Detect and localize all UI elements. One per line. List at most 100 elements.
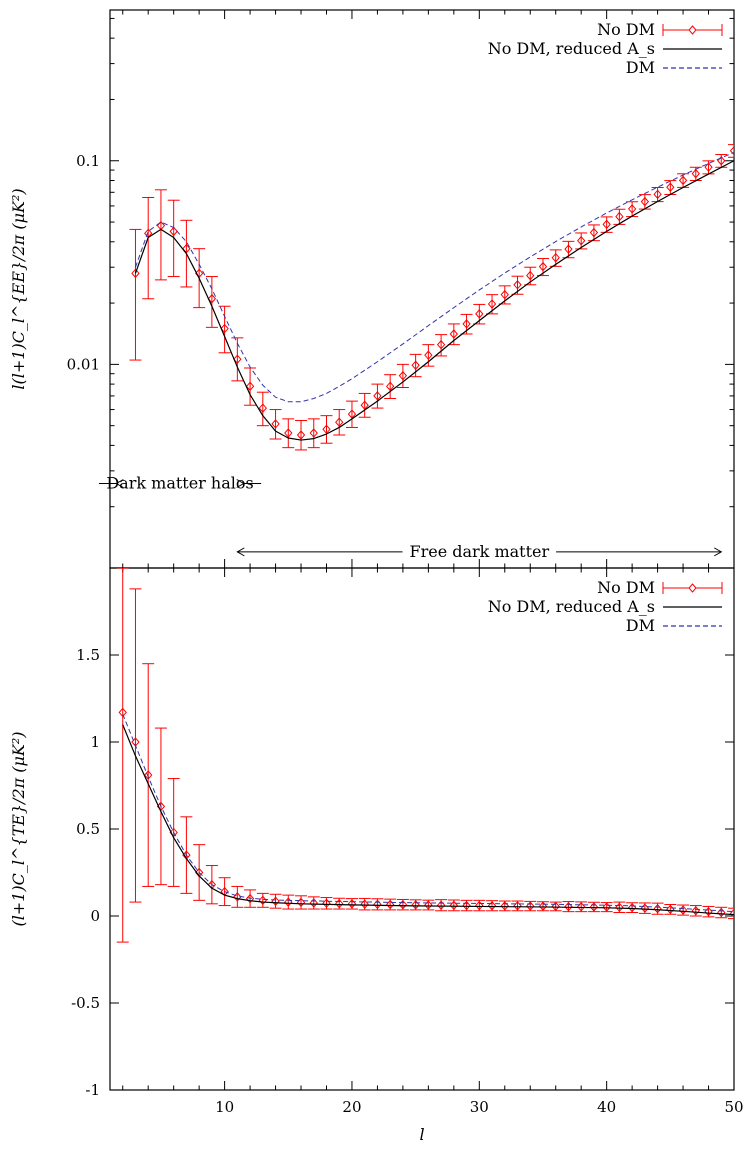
data-point-diamond: [360, 899, 369, 909]
data-point-diamond: [577, 902, 586, 912]
data-point-diamond: [475, 309, 484, 319]
data-point-diamond: [169, 226, 178, 237]
arrow-head: [236, 547, 245, 557]
legend-label: No DM, reduced A_s: [488, 39, 655, 58]
data-point-diamond: [487, 900, 497, 911]
arrow-head: [714, 547, 723, 557]
legend-label: DM: [626, 616, 655, 635]
data-point-diamond: [258, 403, 267, 413]
data-point-diamond: [233, 354, 242, 364]
y-tick-label: 1: [90, 733, 100, 751]
plot-area: [129, 144, 734, 451]
data-point-diamond: [538, 261, 548, 272]
data-point-diamond: [564, 901, 573, 912]
data-point-diamond: [144, 770, 153, 780]
data-point-diamond: [284, 428, 293, 438]
legend-label: DM: [626, 58, 655, 77]
data-point-diamond: [538, 901, 548, 912]
data-point-diamond: [500, 901, 509, 911]
y-tick-label: 1.5: [76, 646, 100, 664]
y-tick-label: 0.01: [67, 355, 100, 373]
y-tick-label: 0: [90, 907, 100, 925]
data-point-diamond: [245, 381, 255, 392]
data-point-diamond: [449, 329, 459, 339]
data-point-diamond: [462, 319, 471, 329]
legend-label: No DM: [597, 20, 655, 39]
x-axis-label: l: [419, 1125, 424, 1144]
legend-swatch-diamond: [688, 25, 697, 35]
series-line-dashed: [134, 151, 734, 403]
data-point-diamond: [526, 270, 535, 281]
y-tick-label: -0.5: [71, 994, 100, 1012]
data-point-diamond: [385, 899, 395, 910]
x-tick-label: 20: [342, 1098, 361, 1116]
y-axis-label: l(l+1)C_l^{EE}/2π (μK²): [9, 188, 28, 389]
y-axis-label: (l+1)C_l^{TE}/2π (μK²): [9, 731, 28, 926]
series-line-dashed: [122, 713, 734, 913]
arrow-head: [115, 479, 124, 488]
data-point-diamond: [385, 381, 395, 392]
data-point-diamond: [602, 219, 611, 230]
data-point-diamond: [564, 244, 573, 254]
data-point-diamond: [449, 900, 459, 911]
y-tick-label: 0.1: [76, 152, 100, 170]
plot-frame: [109, 567, 735, 1091]
data-point-diamond: [487, 299, 497, 309]
data-point-diamond: [513, 901, 522, 911]
data-point-diamond: [500, 289, 509, 300]
data-point-diamond: [335, 417, 344, 427]
data-point-diamond: [691, 168, 700, 179]
arrow-head: [236, 479, 245, 488]
data-point-diamond: [513, 280, 522, 290]
data-point-diamond: [347, 409, 357, 419]
data-point-diamond: [118, 707, 127, 718]
bottom-panel: -1 -0.5 0 0.5 1 1.5 10 20 30 40 50 (l+1)C_l^{TE}/2π…: [9, 567, 744, 1144]
data-point-diamond: [589, 227, 599, 238]
data-point-diamond: [475, 900, 484, 911]
data-point-diamond: [551, 252, 560, 263]
data-point-diamond: [526, 901, 535, 911]
data-point-diamond: [615, 211, 624, 222]
data-point-diamond: [424, 900, 433, 910]
data-point-diamond: [398, 370, 408, 381]
data-point-diamond: [373, 899, 382, 910]
data-point-diamond: [411, 360, 420, 371]
data-point-diamond: [424, 350, 433, 360]
data-point-diamond: [436, 339, 446, 350]
x-tick-label: 40: [597, 1098, 616, 1116]
plot-area: [116, 568, 734, 943]
annotation-label: Dark matter halos: [106, 474, 253, 493]
data-point-diamond: [640, 196, 650, 207]
data-point-diamond: [360, 400, 369, 410]
legend-label: No DM, reduced A_s: [488, 597, 655, 616]
data-point-diamond: [627, 204, 637, 214]
data-point-diamond: [577, 235, 586, 246]
x-tick-label: 10: [215, 1098, 234, 1116]
data-point-diamond: [322, 898, 331, 909]
data-point-diamond: [335, 898, 344, 909]
data-point-diamond: [729, 145, 734, 156]
data-point-diamond: [411, 900, 420, 910]
legend-label: No DM: [597, 578, 655, 597]
x-tick-label: 30: [470, 1098, 489, 1116]
data-point-diamond: [653, 189, 662, 200]
data-point-diamond: [589, 902, 599, 912]
series-line-solid: [134, 160, 734, 441]
data-point-diamond: [309, 428, 318, 438]
data-point-diamond: [373, 391, 382, 401]
data-point-diamond: [296, 430, 306, 440]
x-tick-label: 50: [724, 1098, 743, 1116]
data-point-diamond: [436, 900, 446, 910]
data-point-diamond: [220, 323, 229, 334]
data-point-diamond: [398, 899, 408, 910]
legend-swatch-diamond: [688, 583, 697, 593]
data-point-diamond: [322, 424, 331, 435]
data-point-diamond: [347, 899, 357, 909]
data-point-diamond: [131, 268, 140, 279]
annotation-label: Free dark matter: [409, 542, 549, 561]
data-point-diamond: [551, 901, 560, 912]
data-point-diamond: [729, 908, 734, 919]
data-point-diamond: [704, 162, 713, 172]
